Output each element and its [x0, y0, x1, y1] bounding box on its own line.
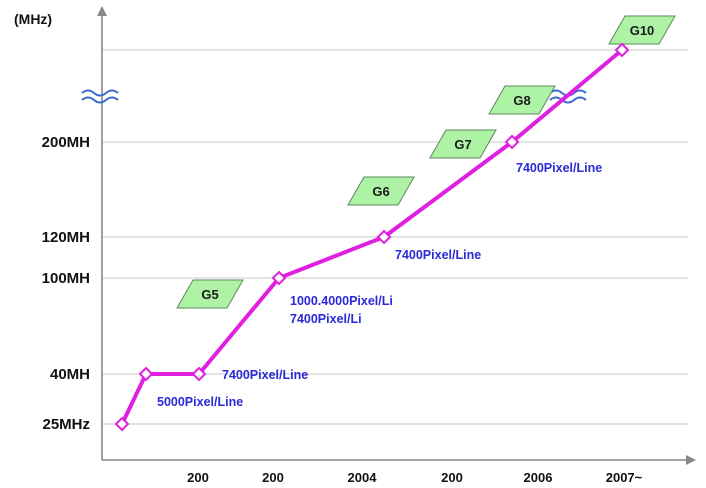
annotation-label: 7400Pixel/Line: [222, 368, 308, 382]
data-point-marker: [138, 366, 154, 382]
generation-box: [429, 129, 497, 159]
annotation-label: 7400Pixel/Line: [395, 248, 481, 262]
y-axis-unit: (MHz): [14, 11, 52, 27]
data-point-marker: [376, 229, 392, 245]
annotation-label: 7400Pixel/Line: [516, 161, 602, 175]
break-wave-l2: [549, 96, 587, 104]
data-point-marker: [504, 134, 520, 150]
generation-labels: G5 G6 G7 G8 G10: [176, 15, 676, 309]
annotation-label: 7400Pixel/Li: [290, 312, 362, 326]
data-points: [114, 42, 630, 432]
generation-box: [347, 176, 415, 206]
x-tick-label: 200: [441, 470, 463, 485]
x-tick-label: 200: [262, 470, 284, 485]
axes: [97, 6, 696, 465]
x-tick-label: 2007~: [606, 470, 643, 485]
break-wave-y1: [81, 89, 119, 97]
data-point-marker: [614, 42, 630, 58]
x-axis-arrow: [686, 455, 696, 465]
generation-label: G6: [372, 184, 389, 199]
axis-break-y: [81, 89, 119, 104]
y-tick-labels: 25MHz 40MH 100MH 120MH 200MH: [42, 134, 90, 433]
annotation-label: 1000.4000Pixel/Li: [290, 294, 393, 308]
y-axis-arrow: [97, 6, 107, 16]
annotations: 5000Pixel/Line 7400Pixel/Line 1000.4000Pix…: [157, 161, 602, 409]
x-tick-labels: 200 200 2004 200 2006 2007~: [187, 470, 643, 485]
generation-label: G8: [513, 93, 530, 108]
generation-label: G5: [201, 287, 218, 302]
data-point-marker: [191, 366, 207, 382]
data-point-marker: [114, 416, 130, 432]
gridlines: [102, 49, 688, 425]
x-tick-label: 2004: [348, 470, 378, 485]
x-tick-label: 2006: [524, 470, 553, 485]
generation-label: G7: [454, 137, 471, 152]
generation-label: G10: [630, 23, 655, 38]
break-wave-y2: [81, 96, 119, 104]
x-tick-label: 200: [187, 470, 209, 485]
y-tick-label: 40MH: [50, 366, 90, 383]
generation-box: [176, 279, 244, 309]
y-tick-label: 25MHz: [42, 416, 90, 433]
y-tick-label: 100MH: [42, 270, 90, 287]
annotation-label: 5000Pixel/Line: [157, 395, 243, 409]
generation-box: [608, 15, 676, 45]
generation-box: [488, 85, 556, 115]
data-point-marker: [271, 270, 287, 286]
y-tick-label: 120MH: [42, 229, 90, 246]
y-tick-label: 200MH: [42, 134, 90, 151]
